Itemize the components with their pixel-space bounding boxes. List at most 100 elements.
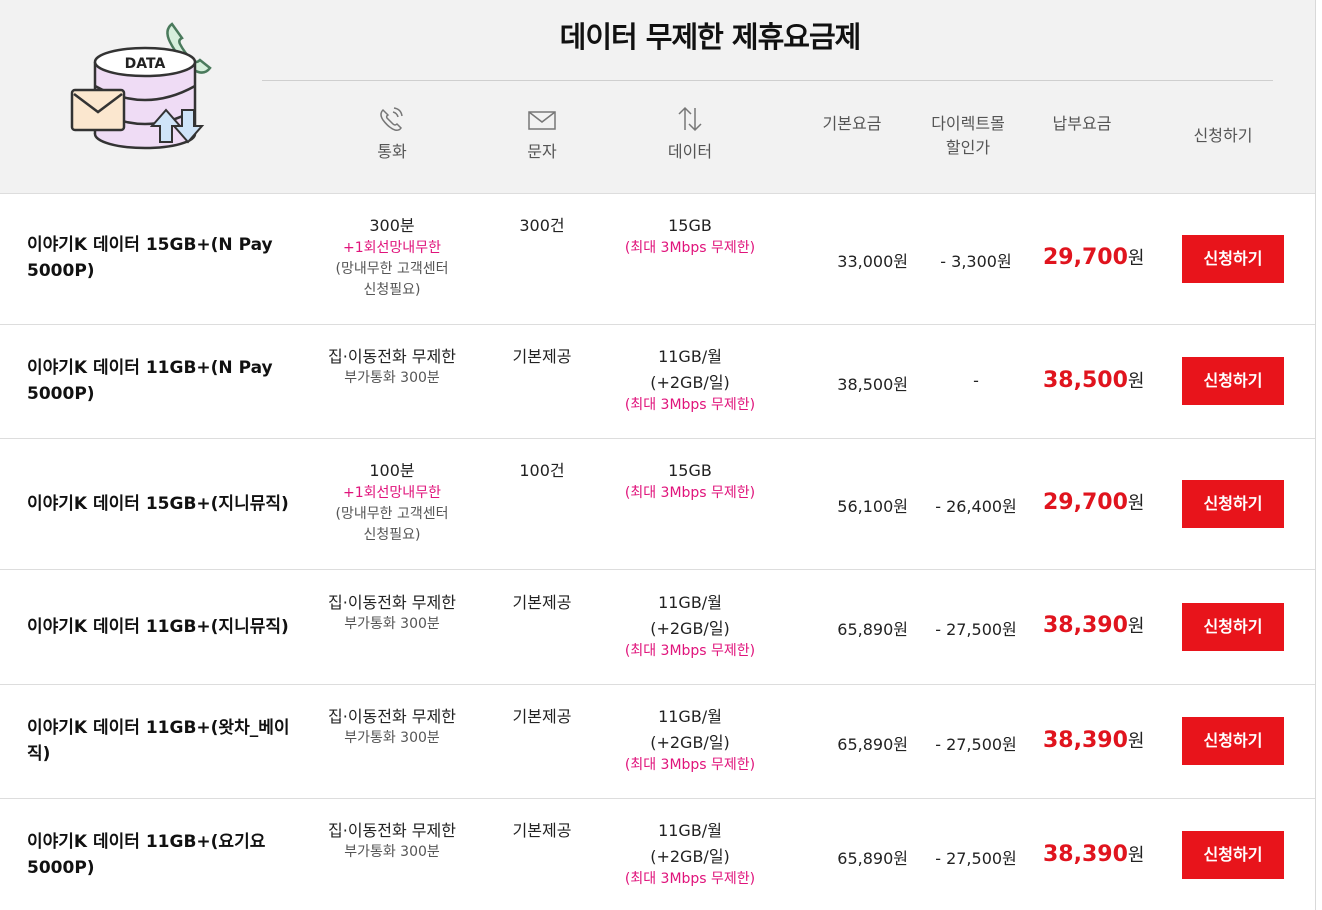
- data-daily: (+2GB/일): [650, 619, 730, 638]
- table-row: 이야기K 데이터 15GB+(N Pay 5000P) 300분 +1회선망내무…: [0, 194, 1315, 325]
- pay-unit: 원: [1127, 616, 1145, 637]
- discount-price: - 27,500원: [935, 735, 1017, 754]
- phone-icon: [380, 107, 403, 131]
- call-minutes: 집·이동전화 무제한: [328, 821, 456, 840]
- base-fee: 38,500원: [837, 375, 908, 394]
- column-base-fee: 기본요금: [822, 114, 882, 133]
- pay-number: 38,500: [1043, 368, 1128, 393]
- column-sms: 문자: [502, 106, 582, 164]
- pay-unit: 원: [1127, 248, 1145, 269]
- data-cell: 11GB/월 (+2GB/일) (최대 3Mbps 무제한): [610, 705, 770, 776]
- pay-number: 29,700: [1043, 490, 1128, 515]
- call-note: (망내무한 고객센터: [335, 506, 449, 522]
- plan-name: 이야기K 데이터 11GB+(N Pay 5000P): [27, 358, 273, 404]
- pay-amount: 38,390원: [1043, 727, 1144, 753]
- pay-amount: 38,500원: [1043, 367, 1144, 393]
- call-extra: +1회선망내무한: [343, 485, 441, 501]
- apply-button[interactable]: 신청하기: [1182, 603, 1284, 651]
- discount-price: - 27,500원: [935, 620, 1017, 639]
- data-note: (최대 3Mbps 무제한): [624, 485, 756, 501]
- data-note: (최대 3Mbps 무제한): [624, 757, 756, 773]
- pay-number: 38,390: [1043, 613, 1128, 638]
- sms-cell: 기본제공: [512, 821, 572, 840]
- call-cell: 집·이동전화 무제한 부가통화 300분: [307, 819, 477, 863]
- column-data: 데이터: [650, 106, 730, 164]
- base-fee: 56,100원: [837, 497, 908, 516]
- column-sms-label: 문자: [527, 142, 557, 161]
- base-fee: 33,000원: [837, 252, 908, 271]
- call-cell: 집·이동전화 무제한 부가통화 300분: [307, 591, 477, 635]
- column-discount-line1: 다이렉트몰: [931, 114, 1005, 133]
- column-discount: 다이렉트몰 할인가: [918, 112, 1018, 160]
- apply-button[interactable]: 신청하기: [1182, 831, 1284, 879]
- call-note: 부가통화 300분: [344, 730, 440, 746]
- data-amount: 11GB/월: [658, 707, 722, 726]
- call-cell: 집·이동전화 무제한 부가통화 300분: [307, 705, 477, 749]
- plan-name: 이야기K 데이터 15GB+(N Pay 5000P): [27, 235, 273, 281]
- apply-button[interactable]: 신청하기: [1182, 235, 1284, 283]
- data-daily: (+2GB/일): [650, 847, 730, 866]
- page-edge: [1316, 0, 1322, 910]
- call-note: (망내무한 고객센터: [335, 261, 449, 277]
- page-title: 데이터 무제한 제휴요금제: [559, 20, 862, 54]
- sms-cell: 300건: [519, 216, 565, 235]
- data-amount: 15GB: [668, 461, 712, 480]
- call-extra: +1회선망내무한: [343, 240, 441, 256]
- pay-number: 38,390: [1043, 728, 1128, 753]
- base-fee: 65,890원: [837, 849, 908, 868]
- table-row: 이야기K 데이터 11GB+(왓차_베이직) 집·이동전화 무제한 부가통화 3…: [0, 685, 1315, 799]
- sms-cell: 기본제공: [512, 347, 572, 366]
- column-call-label: 통화: [377, 142, 407, 161]
- data-note: (최대 3Mbps 무제한): [624, 643, 756, 659]
- call-minutes: 집·이동전화 무제한: [328, 707, 456, 726]
- data-cell: 15GB (최대 3Mbps 무제한): [610, 214, 770, 259]
- sms-cell: 기본제공: [512, 593, 572, 612]
- up-down-arrows-icon: [678, 106, 702, 132]
- call-note: 신청필요): [363, 527, 421, 543]
- table-row: 이야기K 데이터 11GB+(지니뮤직) 집·이동전화 무제한 부가통화 300…: [0, 570, 1315, 685]
- data-amount: 11GB/월: [658, 821, 722, 840]
- pay-unit: 원: [1127, 845, 1145, 866]
- pay-number: 38,390: [1043, 842, 1128, 867]
- table-row: 이야기K 데이터 11GB+(요기요 5000P) 집·이동전화 무제한 부가통…: [0, 799, 1315, 910]
- pay-unit: 원: [1127, 731, 1145, 752]
- call-minutes: 100분: [369, 461, 415, 480]
- plan-name: 이야기K 데이터 11GB+(왓차_베이직): [27, 718, 290, 764]
- column-data-label: 데이터: [667, 142, 713, 161]
- data-daily: (+2GB/일): [650, 733, 730, 752]
- envelope-icon: [528, 111, 556, 130]
- data-amount: 11GB/월: [658, 347, 722, 366]
- call-minutes: 집·이동전화 무제한: [328, 593, 456, 612]
- apply-button[interactable]: 신청하기: [1182, 357, 1284, 405]
- data-cell: 15GB (최대 3Mbps 무제한): [610, 459, 770, 504]
- plan-name: 이야기K 데이터 11GB+(지니뮤직): [27, 617, 289, 637]
- sms-cell: 100건: [519, 461, 565, 480]
- pay-unit: 원: [1127, 371, 1145, 392]
- call-cell: 집·이동전화 무제한 부가통화 300분: [307, 345, 477, 389]
- data-amount: 11GB/월: [658, 593, 722, 612]
- data-hero-illustration: DATA: [70, 22, 212, 150]
- pay-amount: 29,700원: [1043, 489, 1144, 515]
- hero-data-label: DATA: [125, 56, 166, 72]
- apply-button[interactable]: 신청하기: [1182, 480, 1284, 528]
- call-minutes: 300분: [369, 216, 415, 235]
- plan-name: 이야기K 데이터 15GB+(지니뮤직): [27, 494, 289, 514]
- data-note: (최대 3Mbps 무제한): [624, 397, 756, 413]
- pay-amount: 38,390원: [1043, 841, 1144, 867]
- discount-price: - 3,300원: [940, 252, 1012, 271]
- column-pay: 납부요금: [1052, 114, 1112, 133]
- call-note: 신청필요): [363, 282, 421, 298]
- call-minutes: 집·이동전화 무제한: [328, 347, 456, 366]
- column-discount-line2: 할인가: [945, 138, 991, 157]
- plan-name: 이야기K 데이터 11GB+(요기요 5000P): [27, 832, 266, 878]
- pay-amount: 29,700원: [1043, 244, 1144, 270]
- table-header: 데이터 무제한 제휴요금제 DATA: [0, 0, 1315, 194]
- data-note: (최대 3Mbps 무제한): [624, 240, 756, 256]
- base-fee: 65,890원: [837, 735, 908, 754]
- table-row: 이야기K 데이터 11GB+(N Pay 5000P) 집·이동전화 무제한 부…: [0, 325, 1315, 439]
- data-cell: 11GB/월 (+2GB/일) (최대 3Mbps 무제한): [610, 819, 770, 890]
- discount-price: - 26,400원: [935, 497, 1017, 516]
- call-note: 부가통화 300분: [344, 370, 440, 386]
- column-call: 통화: [352, 106, 432, 164]
- apply-button[interactable]: 신청하기: [1182, 717, 1284, 765]
